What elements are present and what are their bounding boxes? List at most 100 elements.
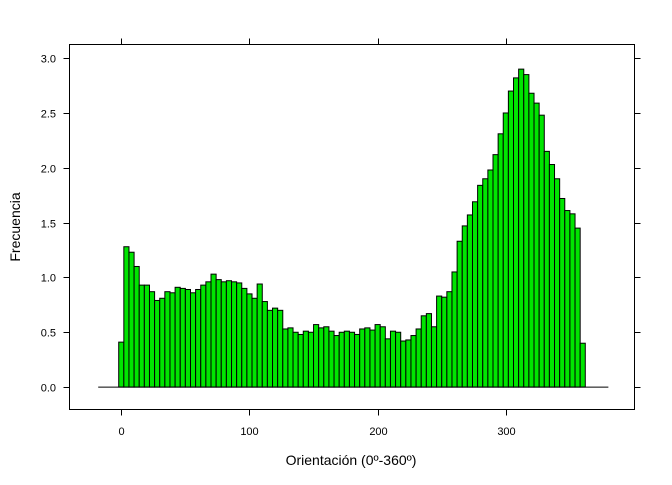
histogram-bar	[533, 102, 540, 388]
histogram-bar	[513, 77, 520, 388]
histogram-bar	[189, 292, 197, 388]
histogram-bar	[205, 281, 212, 388]
histogram-bar	[379, 326, 386, 388]
histogram-bar	[471, 201, 479, 388]
histogram-bar	[246, 293, 253, 388]
histogram-bar	[313, 324, 320, 388]
histogram-bar	[400, 340, 407, 388]
histogram-bar	[133, 265, 140, 388]
histogram-bar	[333, 335, 340, 388]
histogram-bar	[579, 342, 586, 388]
histogram-bar	[220, 281, 227, 388]
y-tick-label: 0.0	[41, 383, 56, 395]
histogram-bar	[215, 279, 222, 388]
x-axis-label: Orientación (0º-360º)	[286, 452, 417, 468]
histogram-bar	[477, 184, 484, 388]
y-tick-label: 1.0	[41, 273, 56, 285]
histogram-bar	[164, 291, 171, 388]
histogram-bar	[256, 283, 263, 388]
histogram-bar	[538, 114, 545, 388]
histogram-bar	[574, 227, 581, 388]
histogram-bar	[446, 291, 453, 388]
histogram-bar	[364, 327, 371, 388]
histogram-bar	[184, 288, 191, 388]
y-tick-label: 3.0	[41, 54, 56, 66]
histogram-bar	[251, 297, 258, 388]
histogram-bar	[564, 210, 571, 388]
x-tick-label: 300	[497, 426, 515, 438]
histogram-bar	[348, 331, 356, 388]
histogram-bar	[148, 291, 156, 388]
x-tick-label: 0	[118, 426, 124, 438]
histogram-bar	[461, 225, 468, 388]
y-tick-label: 2.5	[41, 109, 56, 121]
x-tick-label: 100	[240, 426, 258, 438]
histogram-bar	[231, 281, 238, 388]
histogram-bar	[420, 315, 427, 388]
histogram-bar	[405, 339, 412, 388]
histogram-bar	[389, 330, 397, 388]
histogram-bar	[179, 287, 186, 388]
histogram-bar	[441, 296, 448, 388]
histogram-bar	[518, 68, 525, 388]
histogram-bar	[272, 307, 279, 388]
histogram-bar	[277, 309, 284, 388]
histogram-bar	[507, 90, 515, 388]
histogram-bar	[487, 169, 494, 388]
histogram-bar	[169, 292, 176, 388]
histogram-bar	[456, 240, 463, 388]
histogram-bar	[261, 301, 268, 388]
histogram-bar	[554, 178, 561, 388]
histogram-bar	[492, 154, 499, 388]
histogram-bar	[128, 251, 135, 388]
histogram-bar	[436, 295, 443, 388]
histogram-bar	[174, 286, 181, 388]
histogram-bar	[210, 273, 217, 388]
histogram-bar	[338, 331, 345, 388]
histogram-bar	[292, 331, 299, 388]
y-tick-label: 1.5	[41, 219, 56, 231]
histogram-bar	[559, 197, 566, 388]
histogram-bar	[323, 326, 330, 388]
histogram-bar	[410, 335, 417, 388]
histogram-bar	[395, 331, 402, 388]
histogram-bar	[143, 284, 150, 388]
histogram-bar	[236, 282, 243, 388]
histogram-bar	[548, 164, 556, 388]
histogram-bar	[282, 328, 289, 388]
histogram-bar	[154, 299, 161, 388]
histogram-bar	[354, 333, 361, 388]
histogram-bar	[482, 178, 489, 388]
histogram-bar	[543, 150, 550, 388]
histogram-bar	[374, 324, 381, 388]
histogram-bar	[118, 341, 125, 388]
y-tick-label: 2.0	[41, 164, 56, 176]
histogram-bar	[318, 327, 325, 388]
histogram-bar	[415, 328, 422, 388]
histogram-bar	[343, 330, 350, 388]
y-tick-label: 0.5	[41, 328, 56, 340]
tick-group: 0 100 200 300 0.0 0.5 1.0 1.5 2.0 2.5 3.0	[41, 38, 641, 438]
histogram-bar	[195, 288, 202, 388]
histogram-bar	[302, 330, 309, 388]
y-axis-label: Frecuencia	[7, 192, 23, 261]
histogram-bar	[159, 297, 166, 388]
plot-frame	[69, 44, 635, 410]
histogram-bar	[138, 284, 145, 388]
histogram-bar	[425, 313, 432, 388]
histogram-bar	[502, 112, 509, 388]
histogram-bar	[123, 246, 130, 388]
histogram-bar	[569, 213, 576, 388]
histogram-bar	[307, 331, 315, 388]
histogram-bar	[497, 133, 504, 388]
histogram-bar	[266, 309, 274, 388]
histogram-bar	[297, 333, 304, 388]
histogram-bar	[523, 74, 530, 388]
histogram-bar	[430, 326, 438, 388]
histogram-bar	[384, 338, 391, 388]
bar-group	[118, 68, 586, 388]
histogram-bar	[466, 214, 473, 388]
histogram-bar	[287, 327, 294, 388]
